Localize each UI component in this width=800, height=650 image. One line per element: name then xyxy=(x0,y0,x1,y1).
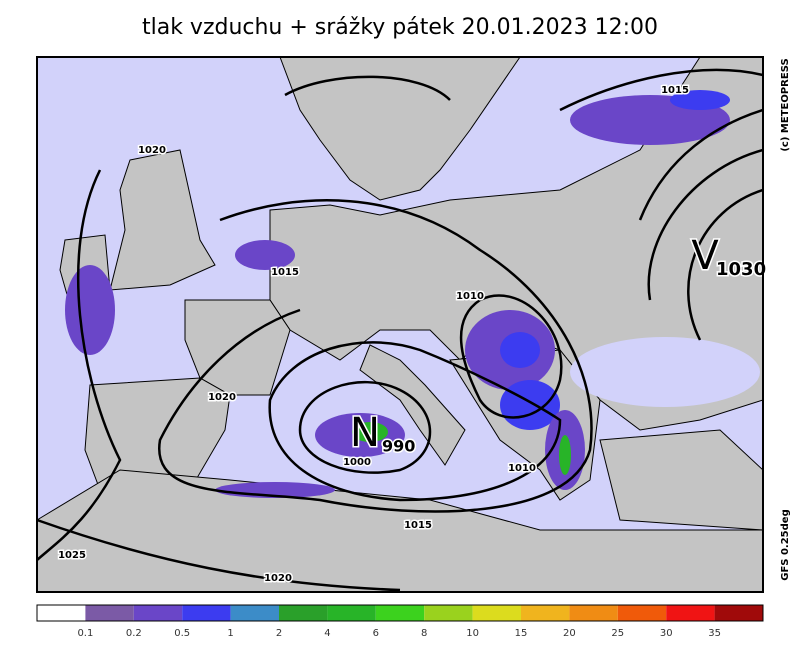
isobar-label: 1015 xyxy=(661,85,689,96)
precipitation xyxy=(559,435,571,475)
isobar xyxy=(158,199,593,513)
colorbar-swatch xyxy=(133,605,183,621)
colorbar-swatch xyxy=(375,605,425,621)
isobar xyxy=(36,518,401,592)
colorbar-label: 10 xyxy=(466,628,479,639)
colorbar-label: 30 xyxy=(660,628,673,639)
isobar-label: 1025 xyxy=(58,550,86,561)
model-label: GFS 0.25deg xyxy=(780,509,791,581)
colorbar-swatch xyxy=(279,605,328,621)
colorbar-swatch xyxy=(714,605,763,621)
colorbar-swatch xyxy=(521,605,570,621)
colorbar-label: 35 xyxy=(708,628,721,639)
colorbar-swatch xyxy=(666,605,715,621)
center-letter: V xyxy=(691,233,719,279)
isobar xyxy=(687,188,764,341)
colorbar-swatch xyxy=(85,605,134,621)
colorbar-label: 4 xyxy=(324,628,330,639)
colorbar-label: 2 xyxy=(276,628,282,639)
isobar xyxy=(36,169,122,561)
center-pressure: 1030 xyxy=(716,259,766,280)
land xyxy=(279,56,521,201)
isobar-label: 1010 xyxy=(456,291,484,302)
isobar xyxy=(284,75,451,101)
colorbar-swatch xyxy=(472,605,521,621)
colorbar-frame xyxy=(36,604,764,622)
colorbar-label: 0.5 xyxy=(174,628,190,639)
isobar-labels: 1020 1015 1010 1020 1000 1010 1015 1025 1020 1015 xyxy=(57,84,691,586)
precipitation xyxy=(500,332,540,368)
copyright: (c) METEOPRESS xyxy=(780,58,791,151)
center-pressure: 990 xyxy=(382,437,415,456)
precipitation xyxy=(65,265,115,355)
title: tlak vzduchu + srážky pátek 20.01.2023 1… xyxy=(142,15,658,40)
map: N 990 V 1030 1020 1015 1010 1020 1000 1010 101… xyxy=(36,56,768,593)
isobar-label: 1015 xyxy=(271,267,299,278)
isobar xyxy=(268,341,562,502)
colorbar-swatch xyxy=(37,605,86,621)
isobar xyxy=(559,68,764,112)
precipitation xyxy=(352,422,388,442)
colorbar-swatch xyxy=(230,605,279,621)
land xyxy=(109,149,216,291)
precipitation xyxy=(235,240,295,270)
colorbar-label: 1 xyxy=(227,628,233,639)
colorbar-label: 25 xyxy=(611,628,624,639)
colorbar-label: 20 xyxy=(563,628,576,639)
land xyxy=(359,344,466,466)
isobar xyxy=(459,294,563,419)
black-sea xyxy=(570,337,760,407)
isobar xyxy=(298,381,432,474)
land xyxy=(269,56,764,431)
colorbar-swatch xyxy=(569,605,618,621)
colorbar-swatch xyxy=(182,605,231,621)
colorbar: 0.1 0.2 0.5 1 2 4 6 8 10 15 20 25 30 35 xyxy=(36,604,764,639)
isobar-label: 1020 xyxy=(138,145,166,156)
colorbar-swatch xyxy=(424,605,473,621)
colorbar-swatch xyxy=(327,605,376,621)
colorbar-label: 15 xyxy=(515,628,528,639)
land xyxy=(184,299,291,396)
colorbar-label: 6 xyxy=(373,628,379,639)
isobar-label: 1010 xyxy=(508,463,536,474)
isobar-label: 1020 xyxy=(264,573,292,584)
colorbar-label: 0.2 xyxy=(126,628,142,639)
colorbar-label: 0.1 xyxy=(77,628,93,639)
isobar-label: 1020 xyxy=(208,392,236,403)
isobar-label: 1000 xyxy=(343,457,371,468)
colorbar-swatch xyxy=(617,605,667,621)
colorbar-label: 8 xyxy=(421,628,427,639)
isobar-label: 1015 xyxy=(404,520,432,531)
precipitation xyxy=(670,90,730,110)
center-letter: N xyxy=(350,410,380,456)
isobar xyxy=(638,108,764,221)
map-frame xyxy=(36,56,764,593)
isobar xyxy=(647,148,764,301)
